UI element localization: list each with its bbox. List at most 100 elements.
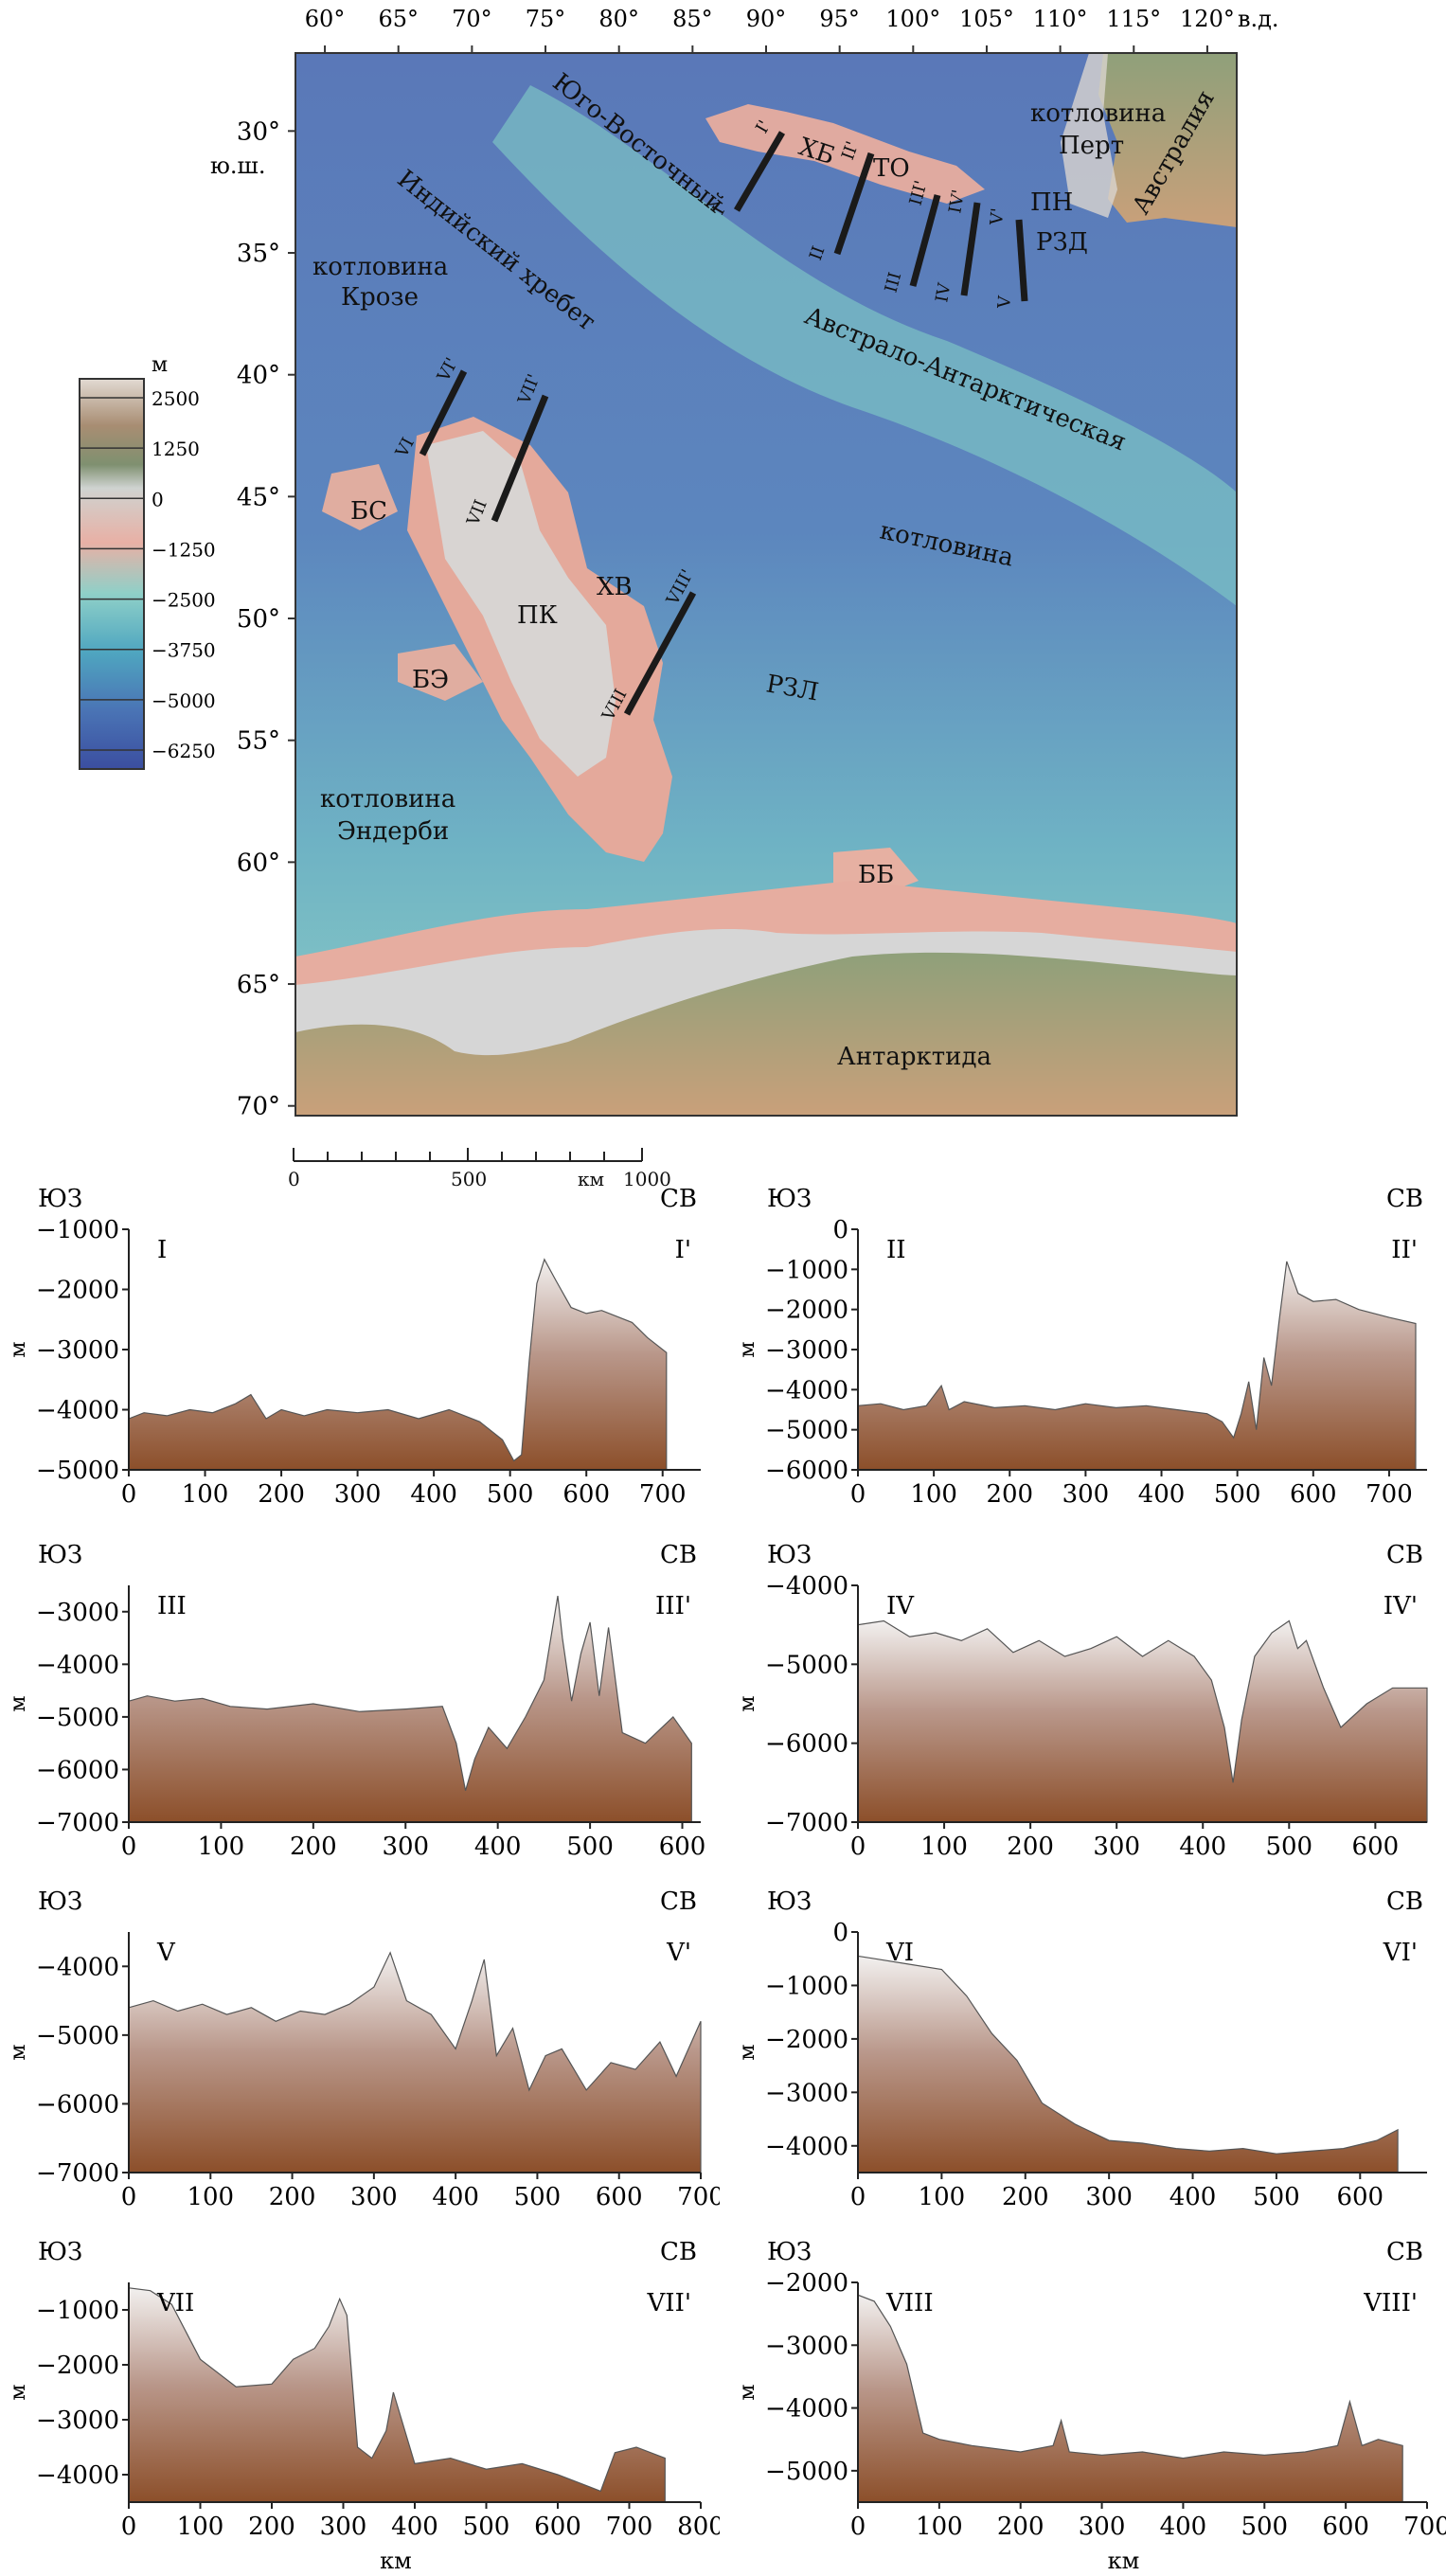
x-tick-label: 500: [1241, 2513, 1288, 2541]
x-tick-label: 100: [916, 2513, 963, 2541]
x-tick-label: 0: [850, 2183, 866, 2211]
map-area: [295, 53, 1237, 1116]
x-tick-label: 300: [1062, 1480, 1110, 1509]
profile-area: [857, 1261, 1417, 1471]
x-tick-label: 600: [659, 1833, 706, 1861]
direction-label-right: СВ: [660, 1541, 697, 1569]
y-axis-label: м: [7, 2384, 30, 2400]
y-axis-label: м: [7, 1695, 30, 1711]
longitude-axis: 60° 65° 70° 75° 80° 85° 90° 95° 100° 105° 110° 115°…: [305, 6, 1235, 53]
lon-tick-label: 90°: [746, 6, 787, 32]
x-tick-label: 0: [121, 2183, 137, 2211]
x-tick-label: 500: [463, 2513, 510, 2541]
direction-label-right: СВ: [660, 1185, 697, 1213]
x-tick-label: 400: [1160, 2513, 1207, 2541]
x-tick-label: 400: [410, 1480, 457, 1509]
lat-tick-label: 70°: [237, 1093, 280, 1121]
scale-bar-svg: 0 500 км 1000: [288, 1148, 671, 1190]
y-axis-label: м: [736, 2044, 759, 2060]
label-pk: ПК: [517, 601, 558, 630]
profile-area: [857, 1955, 1399, 2174]
y-tick-label: −3000: [36, 2406, 119, 2435]
profile-area: [128, 1596, 692, 1823]
bathymetric-map: 60° 65° 70° 75° 80° 85° 90° 95° 100° 105° 110° 115°…: [79, 6, 1279, 1121]
lon-tick-label: 100°: [885, 6, 940, 32]
label-enderby-1: котловина: [320, 785, 455, 814]
x-tick-label: 700: [606, 2513, 653, 2541]
line-label-V: V: [994, 295, 1015, 311]
lat-tick-label: 45°: [237, 483, 280, 511]
label-to: ТО: [873, 154, 910, 183]
direction-label-right: СВ: [1386, 1887, 1423, 1916]
latitude-axis: 30° 35° 40° 45° 50° 55° 60° 65° 70°: [237, 117, 295, 1121]
y-tick-label: −1000: [36, 2297, 119, 2325]
x-tick-label: 400: [1138, 1480, 1186, 1509]
y-tick-label: −6000: [765, 1457, 848, 1485]
x-tick-label: 600: [1322, 2513, 1369, 2541]
lon-tick-label: 110°: [1033, 6, 1088, 32]
label-crozet-1: котловина: [312, 253, 448, 281]
profile-line-2: [833, 152, 875, 256]
x-tick-label: 200: [997, 2513, 1044, 2541]
y-tick-label: −4000: [765, 1376, 848, 1404]
y-tick-label: −2000: [36, 2352, 119, 2380]
y-tick-label: −3000: [765, 2079, 848, 2107]
legend-tick-label: 1250: [152, 438, 200, 460]
direction-label-left: ЮЗ: [38, 1887, 82, 1916]
x-tick-label: 200: [269, 2183, 316, 2211]
x-tick-label: 300: [382, 1833, 429, 1861]
x-tick-label: 700: [639, 1480, 687, 1509]
label-enderby-2: Эндерби: [337, 817, 449, 846]
x-tick-label: 400: [474, 1833, 522, 1861]
y-axis-label: м: [736, 1695, 759, 1711]
x-axis-label: км: [1108, 2548, 1140, 2574]
profile-end-label: I': [675, 1236, 691, 1264]
x-tick-label: 600: [1336, 2183, 1384, 2211]
lat-tick-label: 50°: [237, 605, 280, 634]
x-tick-label: 500: [1214, 1480, 1261, 1509]
label-bb: ББ: [858, 861, 894, 889]
y-tick-label: −3000: [765, 1336, 848, 1365]
profile-end-label: V': [666, 1939, 691, 1967]
x-tick-label: 100: [919, 2183, 966, 2211]
x-tick-label: 0: [121, 1833, 137, 1861]
profile-start-label: III: [157, 1592, 187, 1620]
y-tick-label: −1000: [765, 1256, 848, 1284]
lat-tick-label: 40°: [237, 362, 280, 390]
profile-end-label: VIII': [1363, 2289, 1418, 2317]
label-hv: ХВ: [597, 573, 633, 601]
scale-label-500: 500: [451, 1168, 487, 1190]
lat-tick-label: 30°: [237, 117, 280, 146]
x-tick-label: 800: [677, 2513, 720, 2541]
x-tick-label: 700: [1366, 1480, 1413, 1509]
profile-start-label: I: [157, 1236, 167, 1264]
x-tick-label: 300: [334, 1480, 382, 1509]
direction-label-left: ЮЗ: [767, 1185, 812, 1213]
label-basin-perth-2: Перт: [1059, 132, 1124, 160]
y-tick-label: −7000: [36, 1809, 119, 1837]
x-tick-label: 200: [1007, 1833, 1054, 1861]
y-tick-label: −2000: [765, 2269, 848, 2298]
line-label-IV: IV: [932, 280, 955, 303]
x-tick-label: 200: [986, 1480, 1033, 1509]
direction-label-right: СВ: [1386, 1185, 1423, 1213]
x-tick-label: 600: [596, 2183, 643, 2211]
y-tick-label: −1000: [36, 1216, 119, 1244]
x-tick-label: 400: [432, 2183, 479, 2211]
x-tick-label: 200: [290, 1833, 337, 1861]
lat-tick-label: 55°: [237, 727, 280, 756]
direction-label-right: СВ: [660, 2238, 697, 2266]
x-tick-label: 0: [121, 1480, 137, 1509]
label-be: БЭ: [412, 666, 449, 694]
x-tick-label: 100: [920, 1833, 968, 1861]
direction-label-left: ЮЗ: [38, 2238, 82, 2266]
y-tick-label: −3000: [765, 2332, 848, 2360]
x-tick-label: 200: [248, 2513, 295, 2541]
x-tick-label: 100: [198, 1833, 245, 1861]
y-tick-label: −5000: [36, 1457, 119, 1485]
profile-end-label: III': [655, 1592, 691, 1620]
